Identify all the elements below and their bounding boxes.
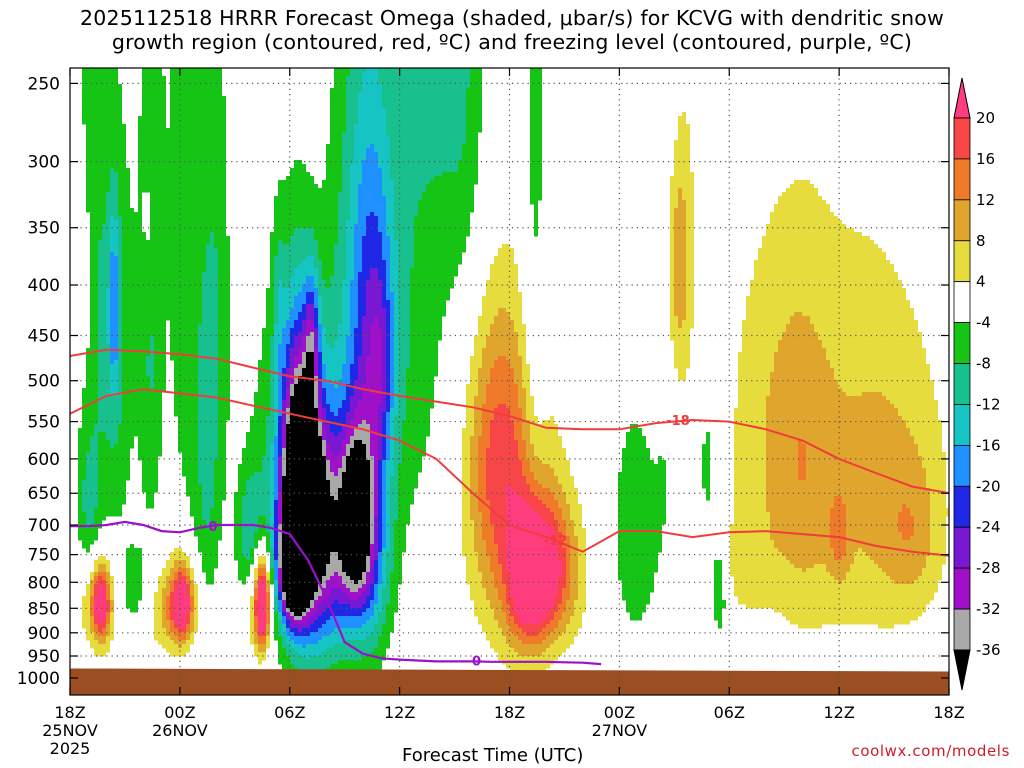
y-tick-label: 850 bbox=[28, 599, 60, 619]
colorbar-swatch bbox=[953, 608, 971, 651]
colorbar-swatch bbox=[953, 240, 971, 283]
freezing-level-contour bbox=[70, 520, 602, 666]
y-tick-label: 350 bbox=[28, 219, 60, 239]
colorbar-label: 8 bbox=[976, 232, 986, 250]
x-axis-label: Forecast Time (UTC) bbox=[402, 745, 584, 766]
colorbar-swatch bbox=[953, 526, 971, 569]
colorbar: 20 16 12 8 4 -4 -8 -12 -16 -20 -24 -28 -32 -36 bbox=[953, 77, 1001, 691]
x-tick-year: 2025 bbox=[50, 739, 91, 758]
colorbar-swatch bbox=[953, 322, 971, 364]
contour-lines bbox=[70, 348, 949, 666]
colorbar-swatch bbox=[953, 363, 971, 405]
y-tick-label: 500 bbox=[28, 372, 60, 392]
x-tick-label: 18Z bbox=[494, 703, 525, 722]
y-tick-label: 400 bbox=[28, 276, 60, 296]
colorbar-label: -36 bbox=[976, 641, 1001, 659]
x-tick-label: 12Z bbox=[384, 703, 415, 722]
credit-text: coolwx.com/models bbox=[851, 742, 1010, 760]
y-tick-label: 900 bbox=[28, 624, 60, 644]
y-tick-label: 750 bbox=[28, 546, 60, 566]
dgz-minus18-contour bbox=[70, 348, 949, 495]
dgz-contour-label: -18 bbox=[666, 414, 690, 429]
colorbar-label: -28 bbox=[976, 559, 1001, 577]
colorbar-swatch bbox=[953, 158, 971, 201]
colorbar-label: 16 bbox=[976, 150, 995, 168]
y-tick-label: 1000 bbox=[17, 669, 60, 689]
y-tick-label: 650 bbox=[28, 484, 60, 504]
y-tick-label: 800 bbox=[28, 573, 60, 593]
colorbar-label: -20 bbox=[976, 477, 1001, 495]
y-tick-label: 700 bbox=[28, 516, 60, 536]
x-tick-date: 26NOV bbox=[152, 721, 208, 740]
omega-shaded-field bbox=[78, 68, 949, 695]
colorbar-top-arrow bbox=[953, 77, 971, 119]
colorbar-label: -4 bbox=[976, 314, 991, 332]
x-tick-date: 25NOV bbox=[42, 721, 98, 740]
colorbar-label: -32 bbox=[976, 600, 1001, 618]
colorbar-bottom-arrow bbox=[953, 649, 971, 691]
colorbar-swatch bbox=[953, 281, 971, 324]
colorbar-label: -16 bbox=[976, 436, 1001, 454]
colorbar-label: -8 bbox=[976, 355, 991, 373]
chart-title: 2025112518 HRRR Forecast Omega (shaded, … bbox=[0, 6, 1024, 54]
x-tick-label: 06Z bbox=[274, 703, 305, 722]
dgz-minus12-contour bbox=[70, 388, 949, 557]
chart-title-line-1: 2025112518 HRRR Forecast Omega (shaded, … bbox=[80, 6, 944, 30]
x-tick-label: 00Z bbox=[604, 703, 635, 722]
y-tick-label: 250 bbox=[28, 74, 60, 94]
x-tick-label: 12Z bbox=[823, 703, 854, 722]
colorbar-swatch bbox=[953, 444, 971, 487]
colorbar-label: -12 bbox=[976, 395, 1001, 413]
x-tick-label: 18Z bbox=[54, 703, 85, 722]
grid-lines bbox=[70, 68, 949, 695]
x-tick-date: 27NOV bbox=[592, 721, 648, 740]
y-tick-label: 450 bbox=[28, 327, 60, 347]
x-tick-label: 06Z bbox=[714, 703, 745, 722]
freezing-contour-label: 0 bbox=[472, 654, 481, 669]
x-tick-label: 18Z bbox=[933, 703, 964, 722]
colorbar-swatch bbox=[953, 567, 971, 610]
colorbar-label: 20 bbox=[976, 109, 995, 127]
x-tick-label: 00Z bbox=[164, 703, 195, 722]
y-tick-label: 600 bbox=[28, 450, 60, 470]
colorbar-label: 12 bbox=[976, 191, 995, 209]
contour-labels: -12 -18 0 0 bbox=[208, 414, 689, 669]
colorbar-label: -24 bbox=[976, 518, 1001, 536]
colorbar-swatch bbox=[953, 199, 971, 242]
freezing-contour-label: 0 bbox=[208, 520, 217, 535]
colorbar-label: 4 bbox=[976, 273, 986, 291]
y-tick-label: 950 bbox=[28, 647, 60, 667]
colorbar-swatch bbox=[953, 404, 971, 446]
y-tick-label: 550 bbox=[28, 413, 60, 433]
colorbar-swatch bbox=[953, 485, 971, 528]
pressure-axis: 250 300 350 400 450 500 550 600 650 700 750 800 850 9… bbox=[17, 74, 949, 689]
y-tick-label: 300 bbox=[28, 153, 60, 173]
colorbar-swatch bbox=[953, 117, 971, 160]
chart-title-line-2: growth region (contoured, red, ºC) and f… bbox=[111, 30, 913, 54]
dgz-contour-label: -12 bbox=[544, 534, 568, 549]
